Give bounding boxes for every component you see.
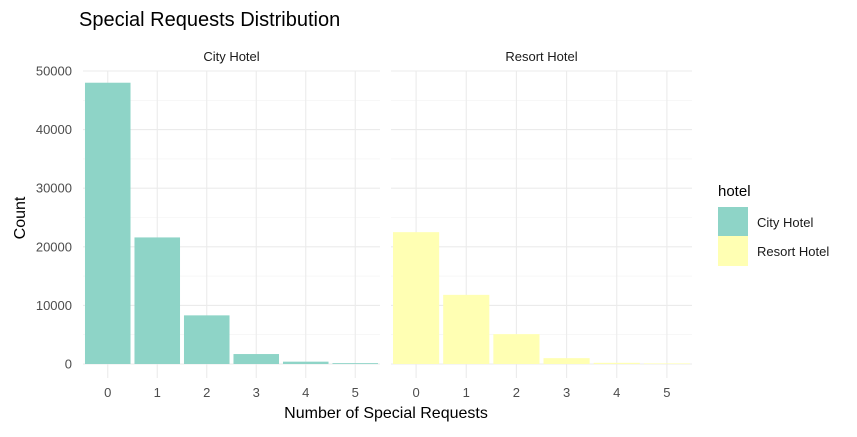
bar-city-hotel-1 bbox=[134, 237, 181, 364]
x-axis-label: Number of Special Requests bbox=[284, 405, 488, 422]
bar-city-hotel-0 bbox=[84, 82, 131, 364]
facet-label-resort-hotel: Resort Hotel bbox=[505, 49, 577, 64]
x-tick-label: 4 bbox=[302, 385, 309, 400]
x-tick-label: 3 bbox=[563, 385, 570, 400]
y-tick-label: 40000 bbox=[36, 122, 72, 137]
bar-resort-hotel-3 bbox=[543, 358, 590, 364]
x-tick-label: 0 bbox=[412, 385, 419, 400]
legend-label-resort-hotel: Resort Hotel bbox=[757, 244, 829, 259]
x-tick-label: 1 bbox=[463, 385, 470, 400]
bar-resort-hotel-1 bbox=[443, 294, 490, 364]
legend-title: hotel bbox=[718, 183, 751, 200]
bar-city-hotel-3 bbox=[233, 354, 280, 364]
bar-resort-hotel-4 bbox=[593, 362, 640, 364]
chart-title: Special Requests Distribution bbox=[79, 9, 340, 31]
facet-panel-resort-hotel: Resort Hotel 0 1 2 3 4 5 bbox=[391, 49, 692, 400]
legend: hotel City Hotel Resort Hotel bbox=[718, 183, 829, 266]
y-tick-label: 0 bbox=[65, 357, 72, 372]
x-tick-label: 0 bbox=[104, 385, 111, 400]
x-tick-label: 2 bbox=[203, 385, 210, 400]
x-tick-label: 1 bbox=[154, 385, 161, 400]
y-tick-label: 20000 bbox=[36, 239, 72, 254]
y-axis: 0 10000 20000 30000 40000 50000 bbox=[36, 64, 72, 372]
y-axis-label: Count bbox=[12, 196, 29, 239]
legend-key-city-hotel bbox=[718, 207, 748, 237]
facet-label-city-hotel: City Hotel bbox=[203, 49, 259, 64]
y-tick-label: 50000 bbox=[36, 64, 72, 79]
facet-panels: City Hotel 0 1 2 3 4 5 Resort Hotel 0 1 2 3 4 5 bbox=[83, 49, 692, 400]
x-tick-label: 5 bbox=[663, 385, 670, 400]
y-tick-label: 30000 bbox=[36, 181, 72, 196]
bar-city-hotel-4 bbox=[282, 361, 329, 364]
x-tick-label: 2 bbox=[513, 385, 520, 400]
x-tick-label: 4 bbox=[613, 385, 620, 400]
bar-city-hotel-5 bbox=[332, 363, 379, 364]
x-tick-label: 5 bbox=[352, 385, 359, 400]
bar-resort-hotel-2 bbox=[493, 334, 540, 364]
bar-resort-hotel-0 bbox=[393, 232, 440, 364]
legend-key-resort-hotel bbox=[718, 236, 748, 266]
facet-panel-city-hotel: City Hotel 0 1 2 3 4 5 bbox=[83, 49, 380, 400]
bar-resort-hotel-5 bbox=[643, 363, 690, 364]
y-tick-label: 10000 bbox=[36, 298, 72, 313]
x-tick-label: 3 bbox=[253, 385, 260, 400]
bar-city-hotel-2 bbox=[183, 315, 230, 364]
legend-label-city-hotel: City Hotel bbox=[757, 215, 813, 230]
